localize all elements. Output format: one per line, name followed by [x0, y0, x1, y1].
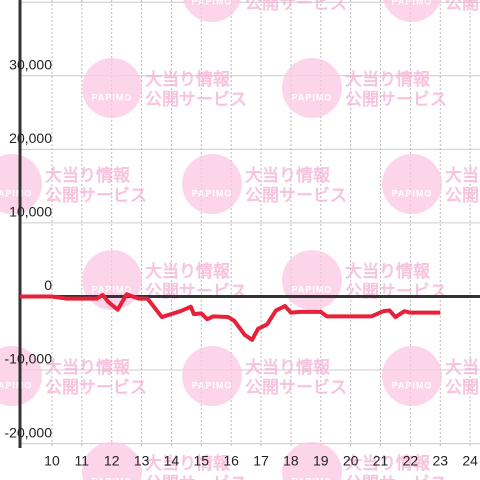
watermark-text: 公開サービス — [45, 378, 147, 398]
watermark-logo-text: PAPIMO — [0, 380, 32, 390]
watermark-text: 公開サービス — [245, 186, 347, 206]
watermark-logo — [282, 58, 342, 118]
y-tick-label: -20,000 — [5, 424, 53, 440]
watermark-text: 大当り情報 — [345, 453, 431, 474]
watermark-logo-text: PAPIMO — [392, 380, 433, 390]
x-tick-label: 19 — [313, 453, 329, 469]
x-tick-label: 16 — [223, 453, 239, 469]
watermark-logo-text: PAPIMO — [292, 284, 333, 294]
x-tick-label: 10 — [44, 453, 60, 469]
watermark-text: 公開サービス — [145, 90, 247, 110]
watermark-logo-text: PAPIMO — [292, 476, 333, 480]
watermark-logo-text: PAPIMO — [0, 188, 32, 198]
watermark-text: 公開サービス — [445, 378, 480, 398]
watermark-text: 公開サービス — [345, 282, 447, 302]
watermark-text: 公開サービス — [445, 0, 480, 14]
watermark-text: 大当り情報 — [245, 165, 331, 186]
x-tick-label: 12 — [104, 453, 120, 469]
watermark-text: 大当り情報 — [345, 69, 431, 90]
x-tick-label: 13 — [134, 453, 150, 469]
x-tick-label: 20 — [343, 453, 359, 469]
watermark-logo-text: PAPIMO — [192, 0, 233, 6]
x-tick-label: 23 — [432, 453, 448, 469]
watermark-logo — [82, 442, 142, 480]
watermark-logo — [383, 0, 441, 22]
watermark-logo-text: PAPIMO — [92, 476, 133, 480]
y-tick-label: 10,000 — [9, 204, 52, 220]
x-tick-label: 15 — [194, 453, 210, 469]
x-tick-label: 24 — [462, 453, 478, 469]
x-tick-label: 17 — [253, 453, 269, 469]
watermark-logo — [382, 154, 442, 214]
watermark-logo-text: PAPIMO — [292, 92, 333, 102]
watermark-logo-text: PAPIMO — [92, 284, 133, 294]
watermark-text: 公開サービス — [45, 186, 147, 206]
watermark-text: 公開サービス — [145, 282, 247, 302]
watermark-logo — [182, 346, 242, 406]
watermark-logo — [382, 346, 442, 406]
y-tick-label: 20,000 — [9, 130, 52, 146]
watermark-text: 大当り情報 — [45, 165, 131, 186]
watermark-logo-text: PAPIMO — [392, 0, 433, 6]
watermark-text: 大当り情報 — [45, 357, 131, 378]
watermark-logo — [183, 0, 241, 22]
x-tick-label: 18 — [283, 453, 299, 469]
watermark-text: 公開サービス — [345, 474, 447, 480]
watermark-text: 大当り情報 — [445, 165, 480, 186]
watermark-text: 大当り情報 — [145, 261, 231, 282]
watermark-logo — [82, 58, 142, 118]
watermark-logo-text: PAPIMO — [92, 92, 133, 102]
watermark-text: 公開サービス — [245, 378, 347, 398]
y-tick-label: 30,000 — [9, 56, 52, 72]
y-tick-label: 0 — [44, 277, 52, 293]
watermark-text: 大当り情報 — [145, 453, 231, 474]
x-tick-label: 11 — [75, 453, 90, 469]
watermark-text: 大当り情報 — [445, 357, 480, 378]
watermark-logo — [82, 250, 142, 310]
x-tick-label: 22 — [403, 453, 419, 469]
x-tick-label: 21 — [373, 453, 389, 469]
watermark-logo-text: PAPIMO — [192, 188, 233, 198]
watermark-text: 大当り情報 — [345, 261, 431, 282]
x-tick-label: 14 — [164, 453, 180, 469]
watermark-logo — [182, 154, 242, 214]
watermark-logo-text: PAPIMO — [192, 380, 233, 390]
watermark-logo — [282, 442, 342, 480]
data-line — [20, 292, 441, 342]
watermark-text: 公開サービス — [145, 474, 247, 480]
watermark-text: 大当り情報 — [245, 357, 331, 378]
watermark-text: 公開サービス — [245, 0, 347, 14]
y-tick-label: -10,000 — [5, 351, 53, 367]
watermark-logo-text: PAPIMO — [392, 188, 433, 198]
watermark-text: 公開サービス — [445, 186, 480, 206]
watermark-logo — [282, 250, 342, 310]
watermark-text: 大当り情報 — [145, 69, 231, 90]
watermark-text: 公開サービス — [345, 90, 447, 110]
